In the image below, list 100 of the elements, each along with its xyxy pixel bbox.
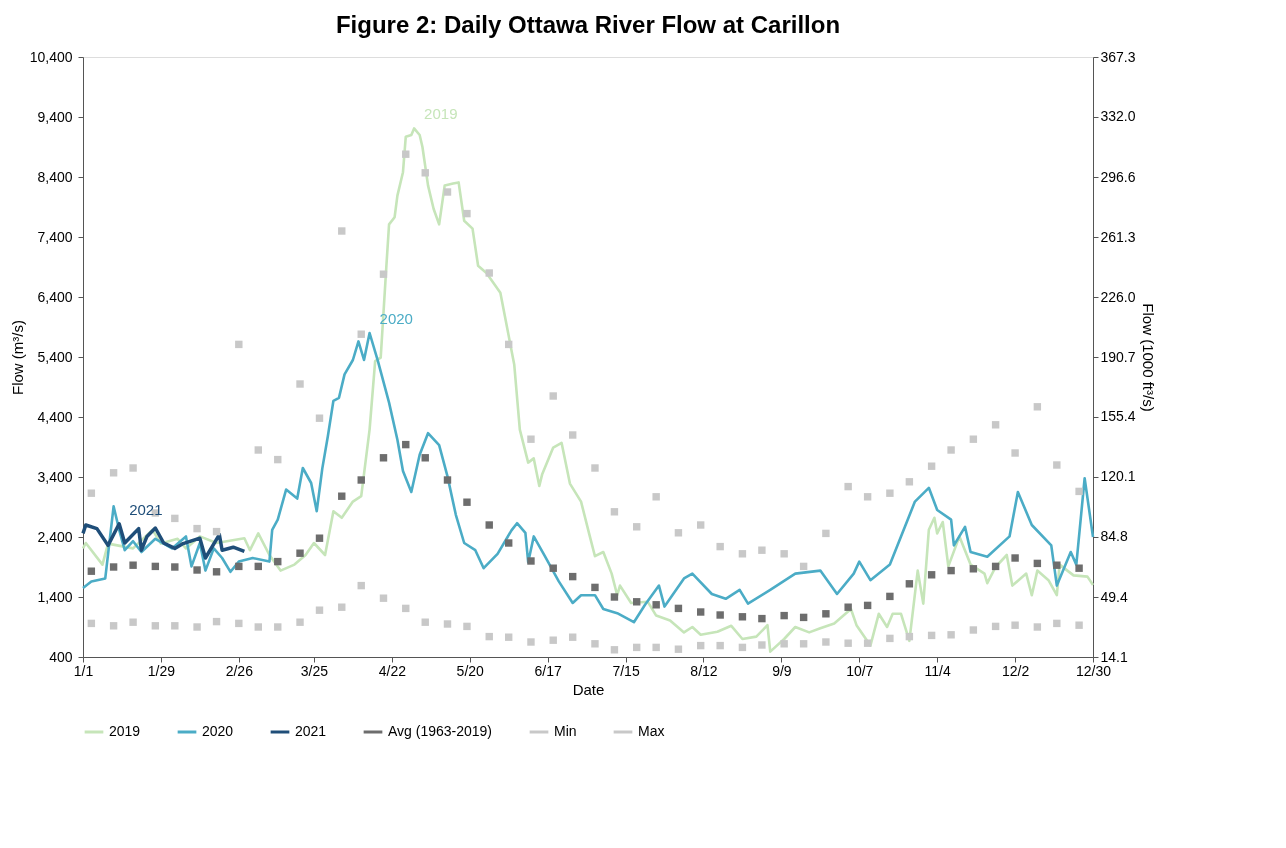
point — [947, 631, 955, 639]
point — [905, 478, 914, 486]
point — [927, 462, 936, 470]
point — [235, 619, 243, 628]
point — [1011, 554, 1019, 562]
point — [591, 640, 599, 648]
point — [591, 583, 599, 592]
point — [379, 270, 388, 278]
point — [991, 421, 1000, 429]
point — [969, 565, 978, 573]
x-tick-label: 3/25 — [300, 662, 329, 679]
point — [927, 571, 936, 579]
point — [315, 606, 324, 614]
x-tick-label: 10/7 — [846, 662, 874, 679]
point — [758, 641, 766, 649]
point — [652, 643, 660, 652]
point — [886, 634, 894, 643]
point — [212, 568, 221, 576]
point — [674, 529, 683, 537]
legend-label: Min — [554, 723, 577, 739]
point — [274, 623, 282, 631]
y-tick-label: 2,400 — [37, 528, 73, 545]
y2-tick-label: 261.3 — [1100, 228, 1136, 245]
point — [716, 611, 724, 619]
point — [969, 435, 978, 443]
y-tick-label: 4,400 — [37, 408, 73, 425]
point — [129, 561, 137, 569]
point — [822, 529, 830, 538]
point — [758, 614, 766, 623]
point — [315, 534, 324, 542]
text: 2021 — [129, 500, 163, 518]
y2-tick-label: 190.7 — [1100, 348, 1136, 365]
point — [527, 557, 535, 565]
y-tick-label: 7,400 — [37, 228, 73, 245]
x-tick-label: 1/1 — [73, 662, 94, 679]
legend-label: Max — [638, 723, 665, 739]
text: 2019 — [424, 105, 458, 123]
point — [1075, 487, 1083, 496]
point — [822, 610, 830, 618]
point — [87, 567, 96, 575]
point — [1075, 621, 1083, 629]
point — [610, 508, 619, 516]
y2-tick-label: 296.6 — [1100, 168, 1136, 185]
legend-label: Avg (1963-2019) — [388, 723, 493, 739]
point — [886, 592, 894, 601]
point — [254, 446, 262, 454]
point — [758, 546, 766, 554]
point — [738, 613, 747, 621]
legend-label: 2019 — [109, 723, 141, 739]
point — [549, 636, 557, 644]
point — [443, 476, 452, 484]
x-tick-label: 12/30 — [1075, 662, 1112, 679]
point — [1033, 403, 1042, 411]
point — [844, 482, 852, 491]
point — [822, 638, 830, 646]
x-tick-label: 4/22 — [378, 662, 407, 679]
point — [193, 524, 201, 533]
x-tick-label: 6/17 — [534, 662, 562, 679]
point — [485, 269, 493, 277]
x-tick-label: 12/2 — [1001, 662, 1030, 679]
y2-tick-label: 155.4 — [1100, 408, 1136, 425]
point — [905, 580, 914, 588]
legend-label: 2020 — [202, 723, 234, 739]
point — [171, 622, 179, 630]
point — [421, 169, 429, 177]
y2-tick-label: 120.1 — [1100, 468, 1136, 485]
x-axis-title: Date — [572, 680, 605, 698]
y2-tick-label: 332.0 — [1100, 108, 1136, 125]
point — [463, 209, 471, 218]
point — [738, 550, 747, 558]
point — [716, 641, 724, 650]
point — [947, 446, 955, 454]
point — [549, 392, 557, 400]
point — [947, 566, 955, 575]
point — [632, 523, 641, 531]
point — [527, 638, 535, 646]
point — [591, 464, 599, 472]
point — [1053, 619, 1061, 628]
point — [780, 611, 788, 620]
point — [235, 562, 243, 571]
y-tick-label: 8,400 — [37, 168, 73, 185]
point — [863, 493, 872, 501]
chart-title: Figure 2: Daily Ottawa River Flow at Carillon — [335, 11, 841, 38]
point — [463, 498, 471, 506]
point — [674, 645, 683, 653]
x-tick-label: 11/4 — [924, 662, 951, 679]
y-tick-label: 400 — [49, 648, 73, 665]
y-tick-label: 9,400 — [37, 108, 73, 125]
point — [1053, 461, 1061, 469]
point — [863, 639, 872, 647]
point — [696, 521, 705, 529]
point — [296, 618, 304, 626]
point — [1075, 564, 1083, 572]
point — [652, 601, 660, 609]
point — [296, 549, 304, 557]
y-axis-title: Flow (m³/s) — [8, 320, 26, 395]
point — [844, 639, 852, 647]
x-tick-label: 7/15 — [612, 662, 640, 679]
point — [610, 593, 619, 601]
point — [171, 563, 179, 571]
